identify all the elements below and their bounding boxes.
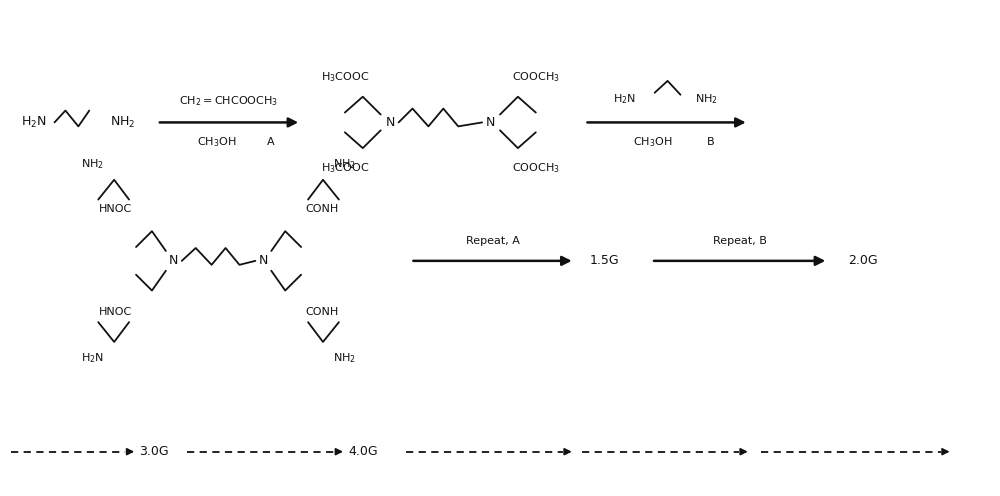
Text: 1.5G: 1.5G: [590, 254, 619, 267]
Text: Repeat, A: Repeat, A: [466, 236, 519, 246]
Text: $\mathregular{H_2N}$: $\mathregular{H_2N}$: [613, 92, 636, 106]
Text: N: N: [259, 254, 268, 267]
Text: CONH: CONH: [305, 204, 338, 214]
Text: $\mathregular{COOCH_3}$: $\mathregular{COOCH_3}$: [512, 161, 560, 175]
Text: N: N: [485, 116, 495, 129]
Text: $\mathregular{H_3COOC}$: $\mathregular{H_3COOC}$: [321, 70, 369, 84]
Text: 3.0G: 3.0G: [139, 445, 169, 458]
Text: $\mathregular{NH_2}$: $\mathregular{NH_2}$: [333, 157, 356, 171]
Text: 2.0G: 2.0G: [848, 254, 878, 267]
Text: $\mathregular{CH_3OH}$: $\mathregular{CH_3OH}$: [197, 135, 237, 149]
Text: $\mathregular{COOCH_3}$: $\mathregular{COOCH_3}$: [512, 70, 560, 84]
Text: $\mathregular{CH_2{=}CHCOOCH_3}$: $\mathregular{CH_2{=}CHCOOCH_3}$: [179, 94, 279, 108]
Text: CONH: CONH: [305, 307, 338, 317]
Text: N: N: [169, 254, 179, 267]
Text: HNOC: HNOC: [99, 204, 132, 214]
Text: $\mathregular{CH_3OH}$: $\mathregular{CH_3OH}$: [633, 135, 672, 149]
Text: 4.0G: 4.0G: [348, 445, 378, 458]
Text: $\mathregular{H_2N}$: $\mathregular{H_2N}$: [81, 351, 104, 365]
Text: N: N: [386, 116, 395, 129]
Text: HNOC: HNOC: [99, 307, 132, 317]
Text: $\mathregular{NH_2}$: $\mathregular{NH_2}$: [695, 92, 718, 106]
Text: $\mathregular{NH_2}$: $\mathregular{NH_2}$: [110, 115, 136, 130]
Text: $\mathregular{NH_2}$: $\mathregular{NH_2}$: [333, 351, 356, 365]
Text: $\mathregular{NH_2}$: $\mathregular{NH_2}$: [81, 157, 104, 171]
Text: $\mathregular{H_3COOC}$: $\mathregular{H_3COOC}$: [321, 161, 369, 175]
Text: $\mathregular{H_2N}$: $\mathregular{H_2N}$: [21, 115, 46, 130]
Text: A: A: [267, 137, 275, 147]
Text: B: B: [707, 137, 714, 147]
Text: Repeat, B: Repeat, B: [713, 236, 767, 246]
